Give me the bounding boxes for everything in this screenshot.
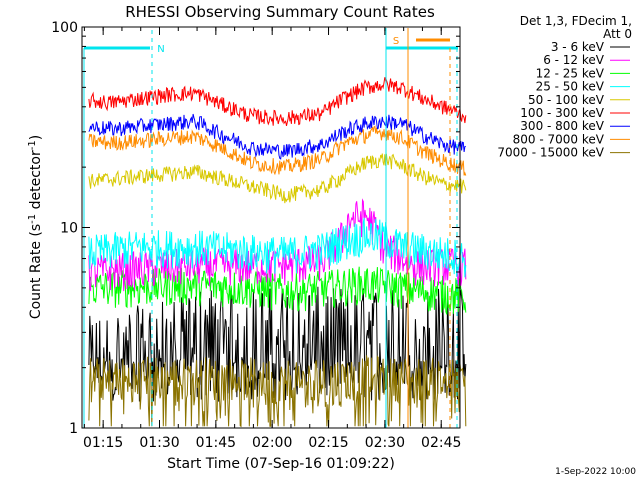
series-line <box>88 266 467 315</box>
y-tick-label: 100 <box>51 20 78 36</box>
legend-header-1: Det 1,3, FDecim 1, <box>520 14 632 28</box>
x-tick-label: 02:00 <box>252 435 292 451</box>
series-line <box>88 153 467 204</box>
x-tick-label: 02:30 <box>365 435 405 451</box>
plot-lines <box>88 77 467 428</box>
x-axis-label: Start Time (07-Sep-16 01:09:22) <box>167 456 395 472</box>
x-tick-label: 02:15 <box>308 435 348 451</box>
y-axis-label-sup1: -1 <box>27 214 38 224</box>
legend-entry-label: 12 - 25 keV <box>536 66 605 80</box>
legend-entry-label: 800 - 7000 keV <box>513 132 605 146</box>
series-line <box>88 113 466 160</box>
series-3 <box>88 217 467 278</box>
x-tick-label: 02:45 <box>421 435 461 451</box>
y-axis-label-sup2: -1 <box>27 140 38 150</box>
x-tick-label: 01:15 <box>83 435 123 451</box>
series-4 <box>88 153 467 204</box>
x-tick-label: 01:45 <box>196 435 236 451</box>
marker-n-label: N <box>157 44 164 55</box>
legend-entry-label: 7000 - 15000 keV <box>497 146 604 160</box>
series-line <box>88 355 467 428</box>
y-axis-label-main: Count Rate (s <box>28 224 44 319</box>
marker-s-label: S <box>393 36 399 47</box>
chart-title: RHESSI Observing Summary Count Rates <box>125 3 435 21</box>
legend-entry-label: 25 - 50 keV <box>536 80 605 94</box>
series-5 <box>88 77 467 127</box>
series-7 <box>88 125 467 176</box>
series-line <box>88 217 467 278</box>
footer-date: 1-Sep-2022 10:00 <box>555 467 636 477</box>
legend-entry-label: 50 - 100 keV <box>528 93 605 107</box>
y-axis-label-mid: detector <box>28 150 44 214</box>
series-8 <box>88 355 467 428</box>
legend-entry-label: 100 - 300 keV <box>520 106 604 120</box>
series-line <box>88 125 467 176</box>
series-2 <box>88 266 467 315</box>
legend-entry-label: 6 - 12 keV <box>543 53 605 67</box>
legend-entry-label: 3 - 6 keV <box>551 40 605 54</box>
y-axis-label: Count Rate (s-1 detector-1) <box>27 135 45 319</box>
legend-entry-label: 300 - 800 keV <box>520 119 604 133</box>
y-axis-label-end: ) <box>28 135 44 140</box>
y-tick-label: 1 <box>69 421 78 437</box>
axes: 01:15 01:30 01:45 02:00 02:15 02:30 02:45 1 10 10… <box>51 20 461 451</box>
legend-header-2: Att 0 <box>603 27 632 41</box>
series-6 <box>88 113 466 160</box>
y-tick-label: 10 <box>60 221 78 237</box>
x-tick-label: 01:30 <box>139 435 179 451</box>
marker-layer: NS <box>83 28 458 428</box>
series-line <box>88 77 467 127</box>
